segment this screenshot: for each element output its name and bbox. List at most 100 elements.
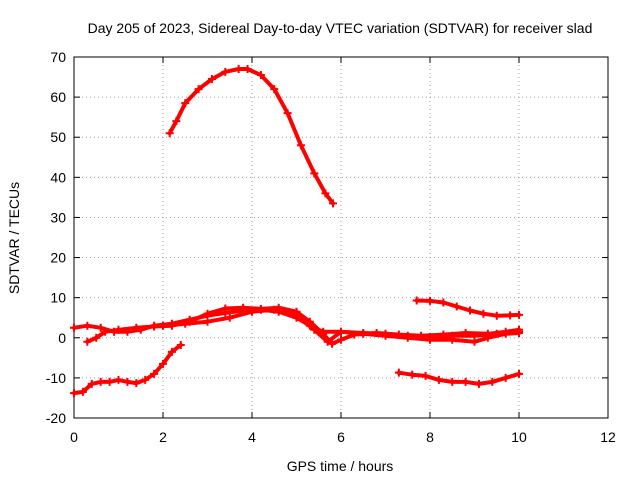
data-point (203, 317, 212, 326)
y-tick-label: 0 (58, 330, 66, 346)
data-point (296, 141, 305, 150)
data-point (434, 375, 443, 384)
data-point (181, 319, 190, 328)
data-point (167, 347, 176, 356)
y-tick-label: 70 (50, 49, 66, 65)
y-tick-label: 30 (50, 209, 66, 225)
data-point (488, 377, 497, 386)
data-point (96, 323, 105, 332)
data-point (101, 327, 110, 336)
data-point (194, 85, 203, 94)
data-point (83, 321, 92, 330)
data-point (239, 303, 248, 312)
data-point (270, 85, 279, 94)
data-point (132, 379, 141, 388)
data-point (92, 333, 101, 342)
data-point (172, 117, 181, 126)
data-point (448, 335, 457, 344)
x-tick-label: 12 (600, 429, 616, 445)
data-point (470, 337, 479, 346)
data-point (70, 389, 78, 398)
y-axis-label: SDTVAR / TECUs (6, 182, 22, 294)
data-point (479, 309, 488, 318)
data-point (221, 67, 230, 76)
y-tick-label: 60 (50, 89, 66, 105)
data-point (159, 321, 167, 330)
series-arc-low-rising (70, 340, 185, 398)
data-point (381, 331, 390, 340)
data-point (515, 310, 523, 319)
data-point (248, 307, 256, 316)
series-band-b (83, 303, 523, 348)
x-tick-label: 2 (159, 429, 167, 445)
data-point (159, 359, 167, 368)
data-point (114, 375, 123, 384)
data-point (176, 340, 185, 349)
data-point (421, 371, 430, 380)
y-tick-label: -10 (46, 370, 66, 386)
series-line (167, 67, 335, 206)
data-point (328, 339, 337, 348)
data-point (207, 75, 216, 84)
data-point (114, 325, 123, 334)
data-point (501, 373, 510, 382)
series-line (396, 370, 521, 386)
y-tick-label: 40 (50, 169, 66, 185)
data-point (105, 377, 114, 386)
data-point (337, 335, 345, 344)
data-point (492, 311, 501, 320)
data-point (461, 328, 470, 337)
x-tick-label: 8 (426, 429, 434, 445)
data-point (394, 368, 403, 377)
data-point (483, 333, 492, 342)
data-point (426, 335, 434, 344)
data-point (474, 379, 483, 388)
data-point (439, 330, 448, 339)
data-point (426, 296, 434, 305)
data-point (243, 65, 252, 74)
data-point (150, 369, 159, 378)
data-point (283, 109, 292, 118)
data-point (448, 377, 457, 386)
data-point (337, 327, 345, 336)
data-point (270, 305, 279, 314)
data-point (515, 369, 523, 378)
data-point (412, 296, 421, 305)
data-point (141, 375, 150, 384)
data-point (461, 377, 470, 386)
data-point (123, 377, 132, 386)
data-point (225, 313, 234, 322)
data-point (359, 329, 368, 338)
data-point (292, 311, 301, 320)
data-point (506, 311, 515, 320)
x-axis-label: GPS time / hours (287, 458, 394, 474)
data-point (256, 71, 265, 80)
data-point (96, 377, 105, 386)
series-arc-high (165, 65, 337, 208)
grid-lines (74, 57, 608, 418)
data-point (403, 333, 412, 342)
data-point (181, 99, 190, 108)
data-point (408, 370, 417, 379)
y-tick-label: -20 (46, 410, 66, 426)
data-point (203, 309, 212, 318)
x-tick-label: 6 (337, 429, 345, 445)
data-point (150, 322, 159, 331)
data-point (221, 304, 230, 313)
x-tick-label: 0 (70, 429, 78, 445)
x-tick-label: 10 (511, 429, 527, 445)
data-point (515, 328, 523, 337)
data-point (78, 387, 87, 396)
data-point (87, 379, 96, 388)
axis-ticks: 0 2 4 6 8 10 12 -20 -10 0 10 20 30 40 50 60 70 (46, 49, 616, 445)
y-tick-label: 50 (50, 129, 66, 145)
data-point (165, 129, 174, 138)
data-point (439, 298, 448, 307)
data-point (83, 337, 92, 346)
data-point (234, 65, 243, 74)
data-point (70, 323, 78, 332)
series-late-upper (412, 296, 523, 320)
series-late-lower (394, 368, 523, 388)
x-tick-label: 4 (248, 429, 256, 445)
